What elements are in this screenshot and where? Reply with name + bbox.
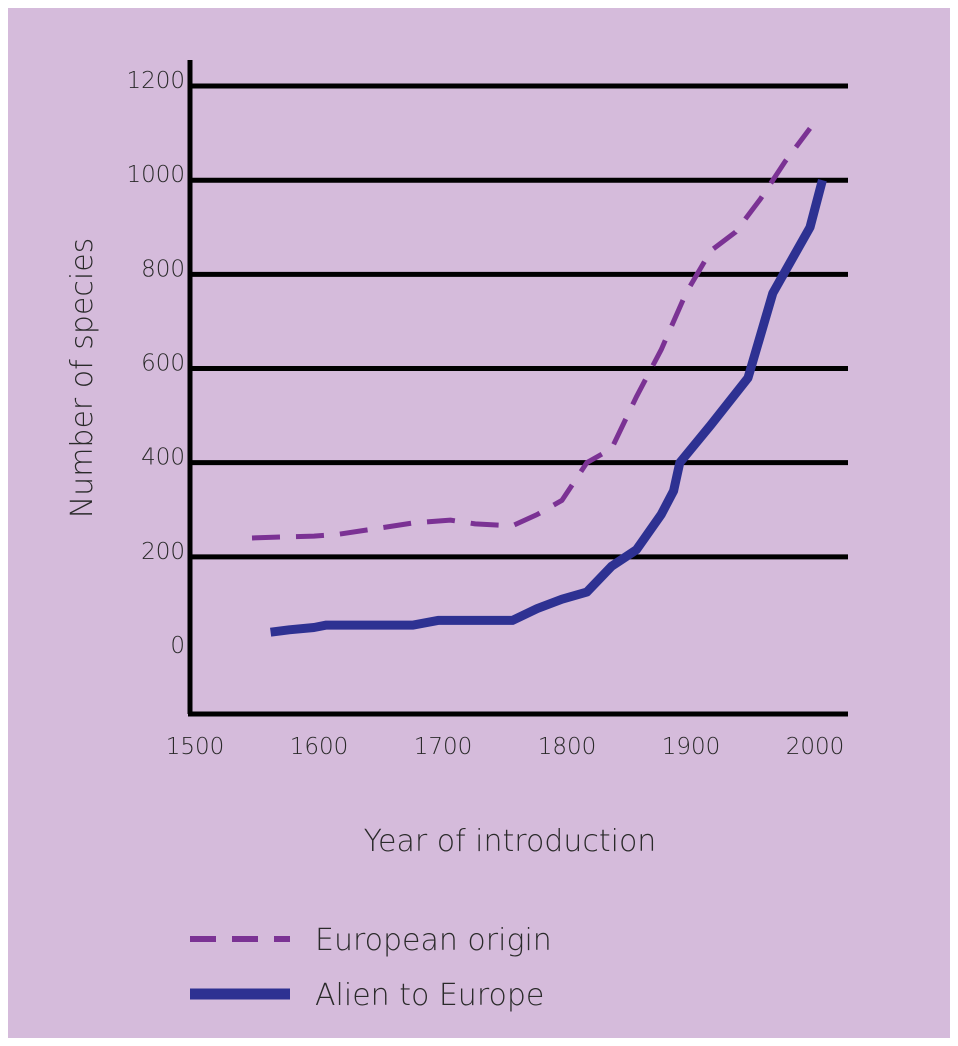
x-axis-label: Year of introduction [364, 824, 657, 859]
y-tick-label-1000: 1000 [126, 162, 185, 188]
x-tick-label-1800: 1800 [538, 734, 597, 760]
y-tick-labels: 0 200 400 600 800 1000 1200 [126, 68, 185, 659]
series-lines [251, 126, 827, 637]
x-tick-label-1500: 1500 [166, 734, 225, 760]
series-line-1 [251, 126, 812, 541]
y-tick-label-200: 200 [141, 539, 185, 565]
x-tick-labels: 1500 1600 1700 1800 1900 2000 [166, 734, 845, 760]
series-line-2 [270, 179, 827, 637]
y-tick-label-1200: 1200 [126, 68, 185, 94]
chart-background: 0 200 400 600 800 1000 1200 1500 1600 1700 1800 19… [8, 8, 950, 1038]
y-tick-label-600: 600 [141, 351, 185, 377]
x-tick-label-1700: 1700 [414, 734, 473, 760]
axes [187, 60, 848, 717]
legend: European origin Alien to Europe [190, 923, 552, 1013]
legend-label-1: European origin [315, 923, 552, 958]
y-tick-label-400: 400 [141, 445, 185, 471]
y-tick-label-0: 0 [170, 633, 185, 659]
x-tick-label-1900: 1900 [662, 734, 721, 760]
y-tick-label-800: 800 [141, 256, 185, 282]
line-chart: 0 200 400 600 800 1000 1200 1500 1600 1700 1800 19… [65, 60, 848, 1013]
gridlines [190, 83, 848, 560]
legend-label-2: Alien to Europe [315, 978, 544, 1013]
y-axis-label: Number of species [65, 238, 100, 519]
x-tick-label-1600: 1600 [290, 734, 349, 760]
x-tick-label-2000: 2000 [786, 734, 845, 760]
